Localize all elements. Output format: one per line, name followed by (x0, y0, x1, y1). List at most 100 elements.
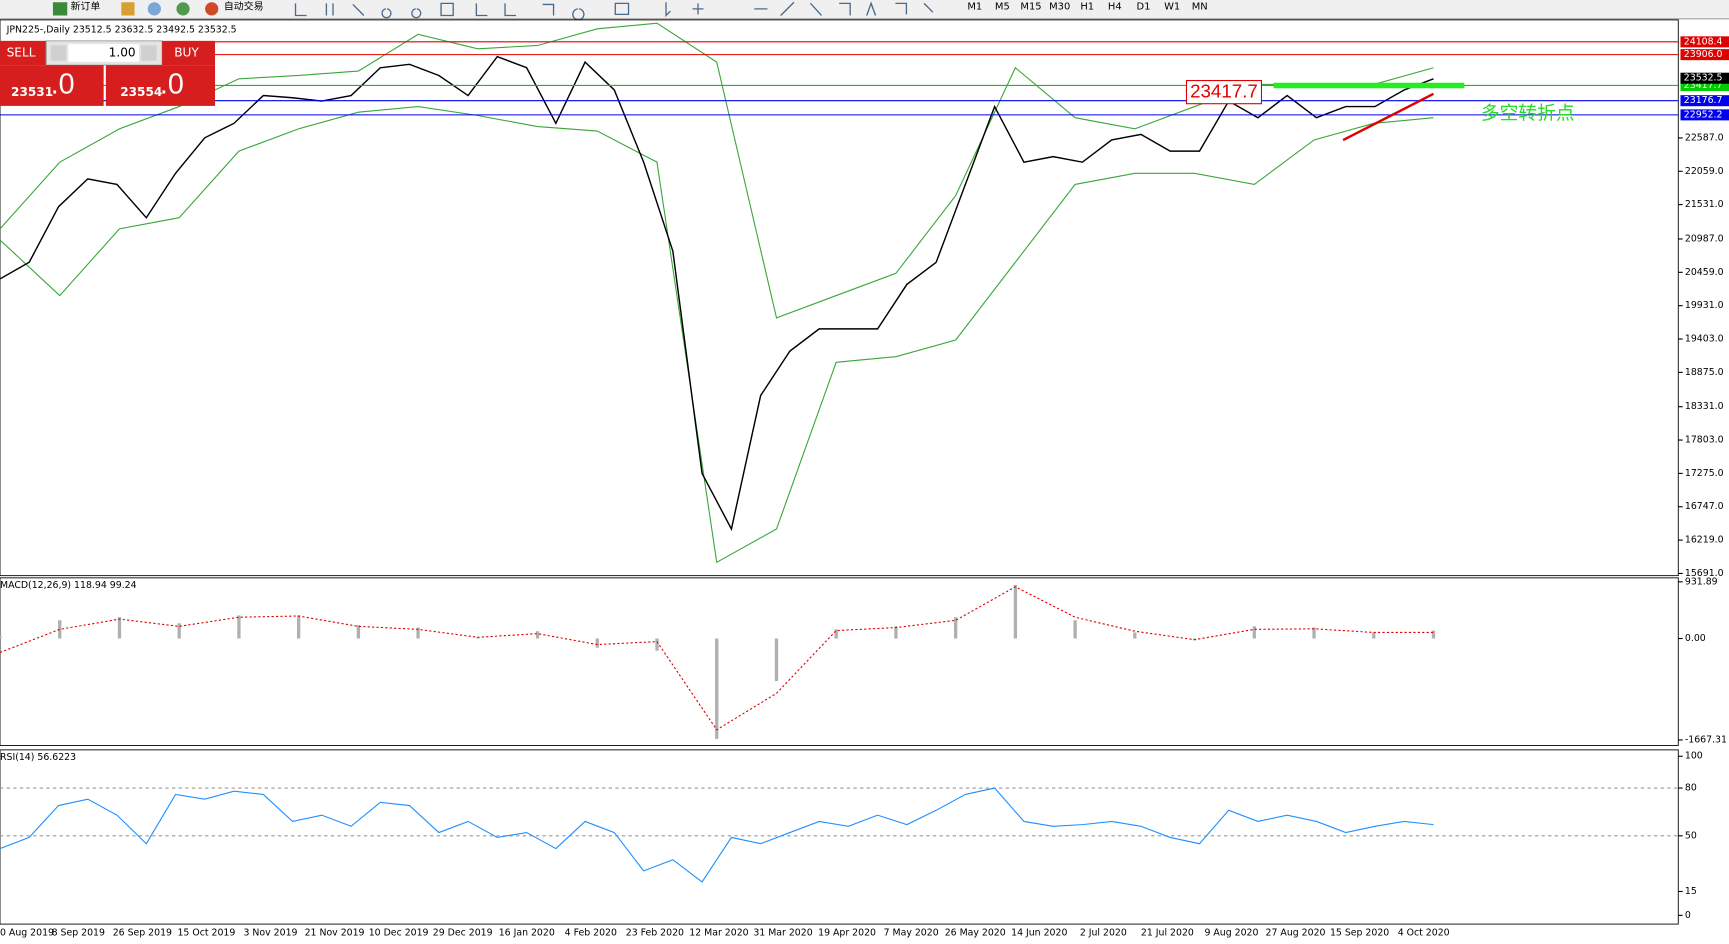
y-tick-label: 20987.0 (1685, 233, 1724, 244)
y-tick-label: 50 (1685, 830, 1697, 841)
timeframe-button[interactable]: D1 (1137, 2, 1151, 13)
y-tick-label: 18331.0 (1685, 401, 1724, 412)
timeframe-button[interactable]: W1 (1164, 2, 1180, 13)
symbol-info: JPN225-,Daily 23512.5 23632.5 23492.5 23… (6, 24, 237, 35)
timeframe-bar: M1 M5 M15 M30 H1 H4 D1 W1 MN (967, 2, 1207, 13)
x-tick-label: 21 Jul 2020 (1141, 927, 1194, 938)
price-line (0, 55, 1434, 532)
buy-price-box[interactable] (105, 65, 216, 106)
y-tick-label: 21531.0 (1685, 199, 1724, 210)
lot-down[interactable] (50, 45, 67, 61)
annotation-price: 23417.7 (1190, 81, 1258, 102)
timeframe-button[interactable]: H1 (1080, 2, 1094, 13)
auto-trade-icon[interactable] (205, 2, 219, 16)
rsi-panel (0, 749, 1679, 925)
y-tick-label: 20459.0 (1685, 267, 1724, 278)
x-tick-label: 4 Oct 2020 (1398, 927, 1450, 938)
macd-signal (0, 586, 1434, 731)
bollinger-lower (0, 106, 1434, 564)
auto-trade-button[interactable]: 自动交易 (224, 0, 264, 13)
x-tick-label: 27 Aug 2020 (1266, 927, 1326, 938)
level-label: 23176.7 (1684, 95, 1723, 106)
y-tick-label: 0 (1685, 910, 1691, 921)
y-tick-label: 100 (1685, 751, 1703, 762)
x-tick-label: 7 May 2020 (884, 927, 939, 938)
x-tick-label: 15 Oct 2019 (177, 927, 235, 938)
macd-bar (0, 636, 2, 639)
lot-up[interactable] (141, 45, 157, 61)
macd-bar (834, 629, 838, 639)
level-label-box (1680, 36, 1729, 48)
new-order-button[interactable]: 新订单 (71, 0, 101, 13)
plots: 22587.0 22059.0 21531.0 20987.0 20459.0 19931… (0, 22, 1729, 938)
y-tick-label: -1667.31 (1685, 734, 1727, 745)
rsi-info: RSI(14) 56.6223 (0, 752, 76, 763)
buy-price[interactable]: 23554 (120, 85, 162, 99)
toolbar-tools[interactable] (294, 1, 934, 21)
trade-panel: SELL 1.00 BUY 23531 .0 23554 .0 (0, 40, 216, 106)
lot-value[interactable]: 1.00 (109, 45, 136, 59)
price-panel (0, 19, 1679, 577)
sell-button[interactable] (0, 40, 47, 66)
macd-bar (117, 617, 122, 639)
y-tick-label: 15691.0 (1685, 568, 1724, 579)
y-tick-label: 80 (1685, 783, 1697, 794)
macd-info: MACD(12,26,9) 118.94 99.24 (0, 580, 137, 591)
x-tick-label: 15 Sep 2020 (1330, 927, 1389, 938)
y-tick-label: 16219.0 (1685, 535, 1724, 546)
toolbar (0, 0, 1729, 19)
annotation-box (1185, 79, 1263, 105)
level-label: 23417.7 (1684, 80, 1723, 91)
timeframe-button[interactable]: MN (1192, 2, 1208, 13)
macd-bar (595, 638, 599, 648)
y-tick-label: 17275.0 (1685, 468, 1724, 479)
y-tick-label: 18875.0 (1685, 367, 1724, 378)
sell-label[interactable]: SELL (7, 45, 36, 59)
sell-price-fraction[interactable]: .0 (51, 69, 75, 101)
timeframe-button[interactable]: H4 (1108, 2, 1122, 13)
x-tick-label: 10 Dec 2019 (369, 927, 429, 938)
x-tick-label: 9 Aug 2020 (1204, 927, 1258, 938)
tool-icon[interactable] (176, 2, 190, 16)
buy-price-fraction[interactable]: .0 (160, 69, 184, 101)
x-tick-label: 0 Aug 2019 (0, 927, 54, 938)
y-tick-label: 16747.0 (1685, 501, 1724, 512)
buy-label[interactable]: BUY (174, 45, 199, 59)
level-label: 22952.2 (1684, 109, 1723, 120)
macd-bar (774, 638, 779, 682)
sell-price-box[interactable] (0, 65, 104, 106)
tool-icon[interactable] (121, 2, 135, 16)
level-label-box (1680, 95, 1729, 107)
level-label: 23906.0 (1684, 49, 1723, 60)
y-tick-label: 0.00 (1685, 633, 1706, 644)
macd-bar (954, 617, 958, 639)
timeframe-button[interactable]: M15 (1020, 2, 1041, 13)
x-tick-label: 14 Jun 2020 (1011, 927, 1067, 938)
x-tick-label: 26 May 2020 (945, 927, 1006, 938)
level-label-box (1680, 109, 1729, 121)
current-price-box (1680, 72, 1729, 84)
lot-input[interactable] (68, 44, 139, 62)
timeframe-button[interactable]: M1 (967, 2, 982, 13)
macd-bar (356, 625, 361, 639)
tool-icon[interactable] (147, 2, 161, 16)
macd-bar (894, 626, 898, 639)
y-tick-label: 19403.0 (1685, 334, 1724, 345)
buy-button[interactable] (162, 40, 216, 66)
macd-bar (655, 638, 659, 651)
annotation-note: 多空转折点 (1481, 104, 1575, 125)
sell-price[interactable]: 23531 (11, 85, 53, 99)
new-order-icon[interactable] (52, 2, 68, 16)
macd-bar (1431, 630, 1436, 639)
macd-bar (1312, 627, 1316, 639)
macd-bar (237, 615, 241, 639)
x-tick-label: 8 Sep 2019 (52, 927, 105, 938)
x-tick-label: 31 Mar 2020 (753, 927, 812, 938)
timeframe-button[interactable]: M30 (1049, 2, 1070, 13)
y-tick-label: 22059.0 (1685, 166, 1724, 177)
timeframe-button[interactable]: M5 (995, 2, 1010, 13)
x-tick-label: 3 Nov 2019 (243, 927, 297, 938)
macd-bar (1013, 584, 1018, 639)
